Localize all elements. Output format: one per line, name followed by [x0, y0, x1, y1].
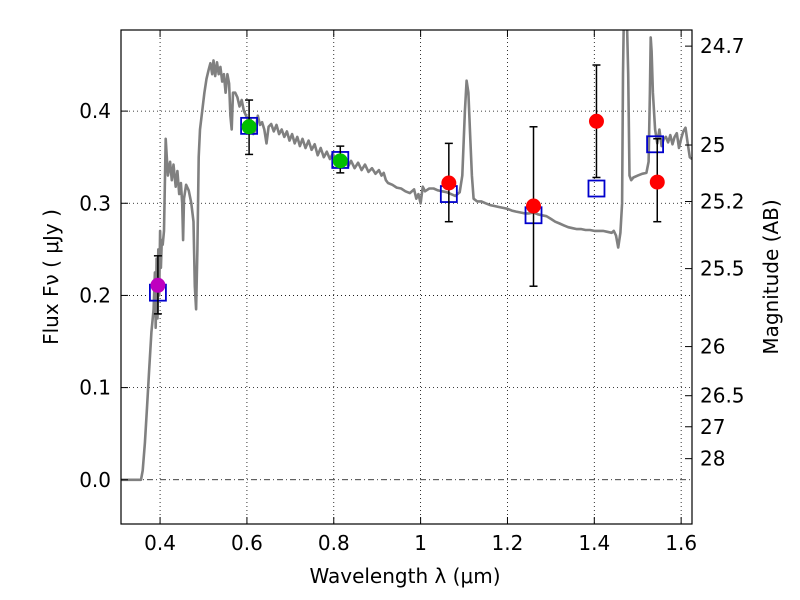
model-photometry-square [587, 179, 606, 198]
y2-tick-label: 25 [700, 133, 725, 157]
observed-point [332, 153, 348, 169]
y2-tick-label: 26.5 [700, 384, 745, 408]
y2-tick-label: 25.2 [700, 190, 745, 214]
observed-point [150, 277, 166, 293]
x-tick-label: 1.4 [578, 531, 610, 555]
y2-tick-label: 27 [700, 415, 725, 439]
x-tick-label: 1 [414, 531, 427, 555]
observed-point [441, 175, 457, 191]
x-tick-label: 0.4 [144, 531, 176, 555]
x-axis-label: Wavelength λ (μm) [309, 564, 500, 588]
model-sed-line [121, 30, 692, 482]
observed-point [649, 174, 665, 190]
plot-layer [121, 30, 692, 482]
observed-point [241, 119, 257, 135]
y-tick-label: 0.1 [79, 376, 111, 400]
observed-point [588, 113, 604, 129]
y-tick-label: 0.3 [79, 191, 111, 215]
y-axis-label: Flux Fν ( μJy ) [39, 209, 63, 345]
grid-layer [121, 30, 692, 524]
y-tick-label: 0.4 [79, 99, 111, 123]
y-tick-label: 0.0 [79, 468, 111, 492]
model-photometry-square [646, 135, 664, 154]
observed-point [526, 198, 542, 214]
y2-axis-label: Magnitude (AB) [759, 199, 783, 354]
y2-tick-label: 24.7 [700, 34, 745, 58]
y-tick-label: 0.2 [79, 283, 111, 307]
y2-tick-label: 25.5 [700, 257, 745, 281]
x-tick-label: 1.6 [665, 531, 697, 555]
axes-layer: 0.4 0.6 0.8 1 1.2 1.4 1.6 0.0 0.1 0.2 0.3 0.4 24.7 25… [79, 29, 745, 555]
y2-tick-label: 28 [700, 447, 725, 471]
y2-tick-label: 26 [700, 335, 725, 359]
x-tick-label: 0.6 [231, 531, 263, 555]
x-tick-label: 0.8 [318, 531, 350, 555]
plot-frame [120, 29, 693, 525]
x-tick-label: 1.2 [492, 531, 524, 555]
